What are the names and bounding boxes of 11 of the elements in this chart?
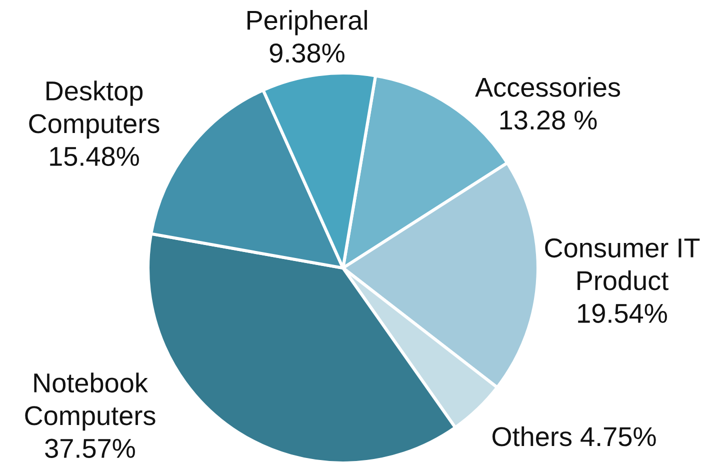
slice-label: Accessories (475, 77, 620, 97)
slice-label: Others 4.75% (492, 426, 656, 446)
slice-label: Peripheral (248, 10, 367, 36)
slice-label: Notebook Computers (25, 372, 156, 431)
slice-label: Desktop Computers (29, 80, 160, 139)
slice-label: Consumer IT Product (545, 238, 700, 290)
data-label: 37.57% (45, 438, 135, 458)
data-label: 15.48% (50, 146, 139, 166)
data-label: 19.54% (578, 304, 667, 323)
data-label: 9.38% (270, 43, 344, 63)
data-label: 13.28 % (500, 110, 597, 130)
